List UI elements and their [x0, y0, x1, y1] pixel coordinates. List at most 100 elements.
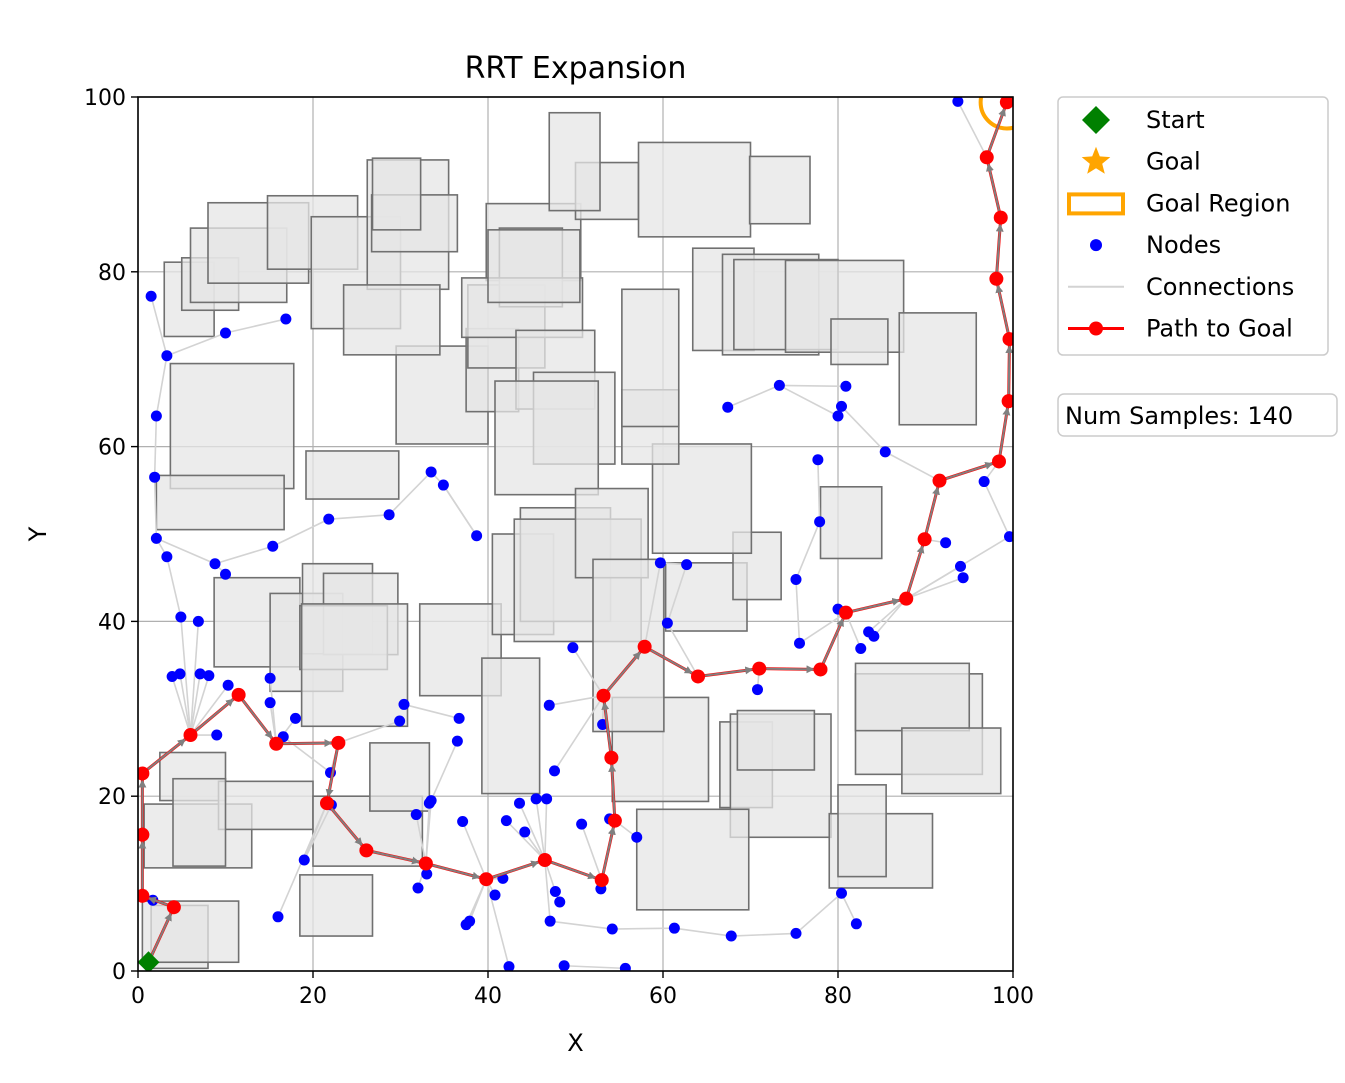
obstacle [637, 141, 752, 238]
node-point [773, 379, 785, 391]
node-point [280, 313, 292, 325]
path-arrow [999, 407, 1011, 455]
path-point [607, 813, 622, 828]
y-tick-label: 20 [98, 785, 126, 810]
connection-line [518, 802, 546, 861]
node-point [453, 712, 465, 724]
path-point [418, 856, 433, 871]
connection-line [303, 804, 333, 861]
path-point [269, 736, 284, 751]
node-point [425, 795, 437, 807]
path-point [691, 669, 705, 684]
node-point [794, 637, 805, 649]
path-point [993, 210, 1008, 225]
connection-line [272, 518, 330, 547]
connection-line [544, 798, 548, 861]
connection-line [189, 673, 201, 736]
node-point [549, 765, 560, 777]
obstacle [169, 362, 295, 490]
connection-line [430, 740, 459, 801]
obstacle [369, 742, 431, 812]
path-point [992, 454, 1006, 469]
connection-line [564, 964, 626, 970]
connection-line [884, 451, 940, 482]
node-point [554, 896, 566, 908]
node-point [503, 961, 515, 971]
path-arrow [995, 223, 1004, 272]
node-point [543, 699, 555, 711]
node-point [812, 454, 824, 466]
connection-line [461, 821, 487, 880]
node-point [855, 642, 867, 654]
path-point [537, 853, 552, 868]
connection-line [425, 800, 432, 864]
legend-entry: Goal Region [1067, 189, 1290, 217]
path-arrow [907, 544, 925, 593]
chart-title: RRT Expansion [465, 51, 687, 86]
connection-line [166, 332, 226, 357]
obstacle [487, 229, 581, 304]
node-point [558, 960, 570, 971]
obstacle [494, 380, 600, 496]
connection-line [415, 814, 427, 864]
connection-line [189, 684, 229, 736]
node-point [290, 712, 301, 724]
connection-line [795, 892, 843, 935]
path-point [138, 766, 150, 781]
path-point [231, 687, 246, 702]
node-point [567, 642, 579, 654]
obstacle [548, 111, 601, 212]
connection-line [643, 562, 662, 647]
obstacle [898, 312, 978, 426]
node-point [836, 887, 847, 899]
x-axis-label: X [567, 1029, 583, 1057]
connection-line [983, 481, 1011, 537]
legend-label: Connections [1146, 273, 1294, 301]
connection-line [338, 720, 400, 744]
x-tick-label: 60 [649, 984, 677, 1009]
node-point [722, 401, 734, 413]
node-point [576, 818, 588, 830]
obstacle [342, 284, 441, 356]
plot-area [138, 97, 1013, 971]
node-point [264, 697, 276, 709]
path-point [359, 843, 374, 858]
connection-line [155, 355, 168, 417]
path-arrow [986, 163, 1001, 212]
y-axis-label: Y [24, 526, 52, 542]
obstacle [854, 662, 971, 732]
path-arrow [432, 864, 481, 880]
node-point [394, 715, 406, 727]
obstacle [217, 780, 314, 831]
node-point [264, 672, 276, 684]
path-point [138, 827, 150, 842]
path-point [752, 661, 767, 676]
path-point [979, 150, 994, 165]
path-point [813, 662, 828, 677]
connection-line [550, 920, 613, 930]
path-arrow [650, 649, 693, 674]
axis-ticks: 0 20 40 60 80 100 0 20 40 60 80 100 [84, 86, 1034, 1009]
node-point [272, 911, 284, 923]
path-arrow [704, 666, 754, 677]
node-point [150, 532, 162, 544]
path-arrow [608, 763, 617, 814]
node-point [194, 668, 206, 680]
obstacle [418, 603, 502, 697]
connection-line [666, 564, 688, 624]
path-arrow [607, 651, 641, 691]
node-point [549, 885, 561, 897]
node-point [457, 816, 469, 828]
obstacle [819, 486, 883, 560]
y-tick-label: 0 [112, 960, 126, 985]
node-point [668, 922, 680, 934]
path-arrow [766, 665, 815, 674]
path-point [479, 872, 494, 887]
node-point [1004, 531, 1013, 543]
path-arrow [1005, 345, 1013, 395]
node-point [790, 927, 802, 939]
node-point [544, 915, 556, 927]
connection-line [840, 892, 858, 925]
path-point [1001, 394, 1013, 409]
